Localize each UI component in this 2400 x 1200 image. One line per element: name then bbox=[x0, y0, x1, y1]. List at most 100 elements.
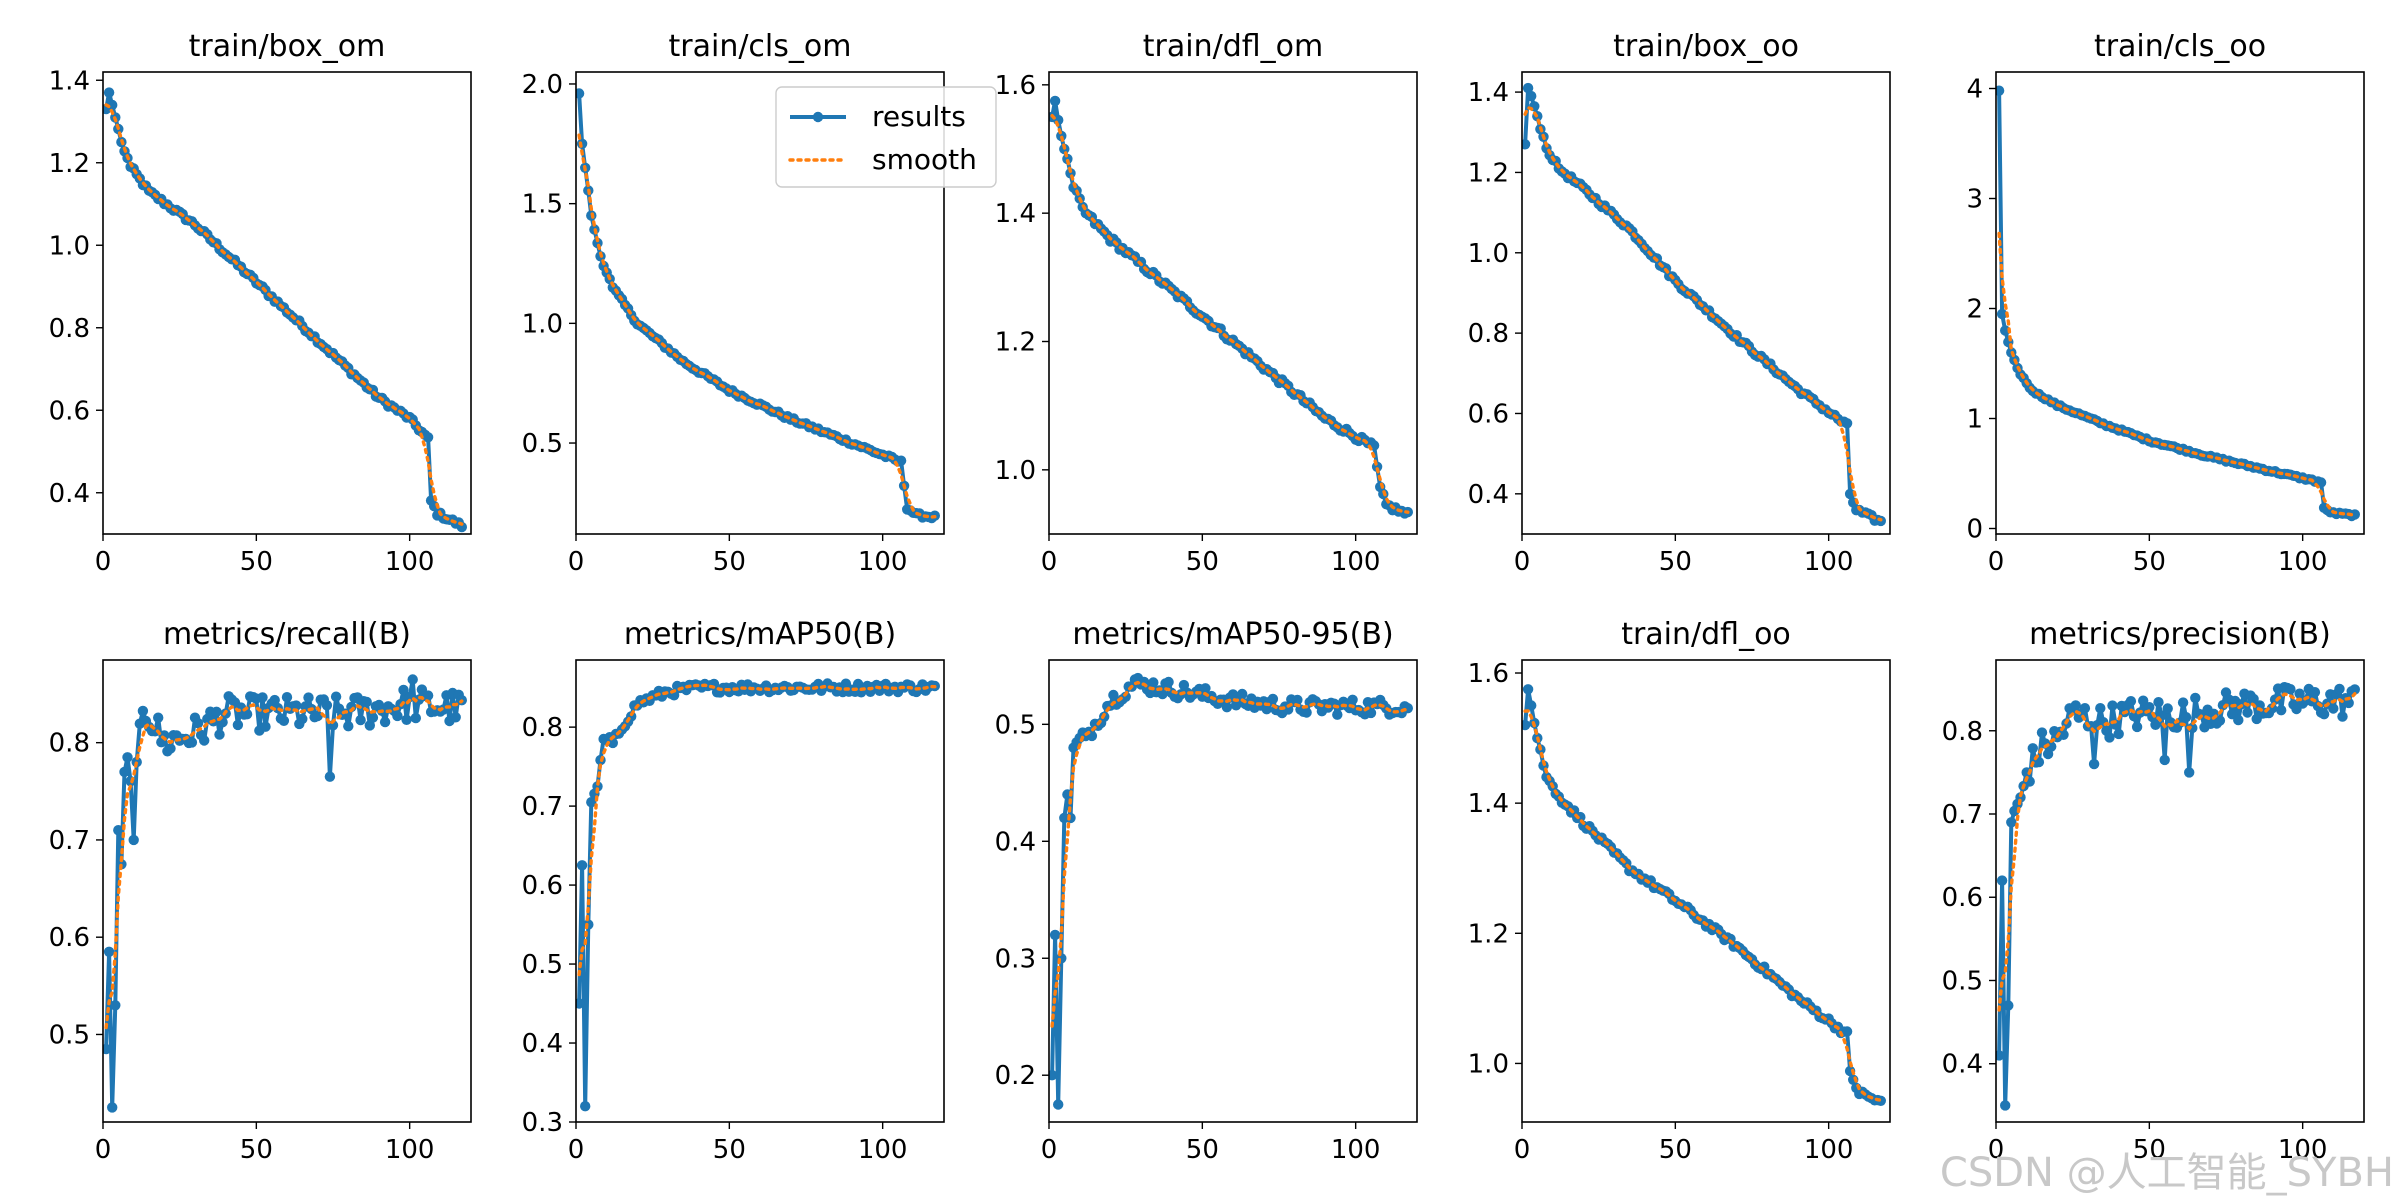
results-point bbox=[278, 715, 290, 726]
results-point bbox=[355, 714, 366, 726]
x-tick-label: 0 bbox=[1988, 547, 2005, 577]
results-point bbox=[2144, 702, 2155, 713]
chart-title: metrics/precision(B) bbox=[2029, 617, 2331, 652]
chart-panel: train/dfl_oo 0 50 100 1.0 1.2 1.4 1.6 bbox=[1468, 617, 1891, 1165]
results-line bbox=[1050, 676, 1409, 1107]
y-tick-label: 1.6 bbox=[995, 71, 1036, 101]
results-point bbox=[2309, 687, 2321, 698]
results-point bbox=[1237, 688, 1248, 700]
results-point bbox=[2328, 703, 2339, 714]
results-point bbox=[2070, 700, 2081, 711]
y-tick-label: 0.6 bbox=[1468, 399, 1509, 429]
x-tick-label: 50 bbox=[1659, 547, 1692, 577]
results-point bbox=[422, 432, 434, 443]
x-tick-label: 100 bbox=[1331, 1135, 1381, 1165]
axes-frame bbox=[102, 659, 472, 1123]
results-point bbox=[1522, 719, 1531, 731]
results-point bbox=[2058, 729, 2069, 740]
plot-area bbox=[1049, 95, 1414, 519]
plot-area bbox=[103, 87, 467, 533]
results-point bbox=[1575, 811, 1586, 823]
smooth-line bbox=[1997, 692, 2357, 1012]
y-tick-label: 0.6 bbox=[49, 923, 90, 953]
results-point bbox=[321, 700, 333, 711]
x-tick-label: 100 bbox=[2278, 547, 2328, 577]
results-line bbox=[1050, 98, 1409, 516]
x-tick-label: 0 bbox=[1514, 1135, 1531, 1165]
chart-panel: train/box_om 0 50 100 0.4 0.6 0.8 1.0 1.2 1.4 bbox=[49, 29, 472, 577]
results-point bbox=[1841, 418, 1853, 429]
results-point bbox=[103, 946, 115, 957]
axes-frame bbox=[1521, 71, 1891, 535]
results-point bbox=[2190, 692, 2201, 704]
x-tick-label: 100 bbox=[858, 1135, 908, 1165]
results-point bbox=[2180, 712, 2192, 723]
results-point bbox=[576, 860, 588, 871]
results-point bbox=[269, 694, 280, 706]
results-point bbox=[401, 714, 412, 725]
chart-panel: train/dfl_om 0 50 100 1.0 1.2 1.4 1.6 bbox=[995, 29, 1418, 577]
results-point bbox=[2027, 743, 2039, 754]
chart-title: train/cls_om bbox=[669, 29, 852, 64]
results-point bbox=[592, 781, 603, 792]
legend-results-label: results bbox=[872, 100, 966, 133]
results-point bbox=[2177, 697, 2189, 708]
smooth-line bbox=[1523, 105, 1883, 522]
plot-area bbox=[1996, 682, 2360, 1111]
y-tick-label: 0.4 bbox=[49, 479, 90, 509]
y-tick-label: 0.3 bbox=[522, 1108, 563, 1138]
axes-frame bbox=[575, 71, 945, 535]
smooth-line bbox=[104, 103, 464, 526]
results-point bbox=[2248, 693, 2259, 705]
y-tick-label: 0.8 bbox=[49, 729, 90, 759]
y-tick-label: 0.4 bbox=[1942, 1050, 1983, 1080]
y-tick-label: 1.5 bbox=[522, 190, 563, 220]
smooth-line bbox=[1050, 113, 1410, 514]
results-point bbox=[2003, 1000, 2014, 1011]
results-point bbox=[2294, 688, 2305, 699]
results-point bbox=[2242, 707, 2253, 718]
results-point bbox=[1332, 709, 1343, 720]
y-tick-label: 0.6 bbox=[522, 871, 563, 901]
y-tick-label: 0.5 bbox=[995, 710, 1036, 740]
y-tick-label: 0.2 bbox=[995, 1061, 1036, 1091]
axes-frame bbox=[1048, 659, 1418, 1123]
results-point bbox=[1522, 82, 1534, 94]
x-tick-label: 50 bbox=[1659, 1135, 1692, 1165]
x-tick-label: 50 bbox=[713, 1135, 746, 1165]
x-tick-label: 50 bbox=[2133, 1135, 2166, 1165]
y-tick-label: 0.3 bbox=[995, 944, 1036, 974]
results-point bbox=[2349, 509, 2360, 520]
x-tick-label: 50 bbox=[1186, 1135, 1219, 1165]
results-point bbox=[2138, 695, 2149, 706]
results-line bbox=[1523, 687, 1882, 1103]
results-point bbox=[1049, 95, 1061, 107]
x-tick-label: 0 bbox=[1988, 1135, 2005, 1165]
smooth-line bbox=[577, 133, 937, 519]
x-tick-label: 50 bbox=[240, 1135, 273, 1165]
results-point bbox=[1120, 691, 1131, 702]
x-tick-label: 50 bbox=[2133, 547, 2166, 577]
results-point bbox=[1292, 694, 1303, 706]
plot-area bbox=[576, 88, 940, 524]
y-tick-label: 0.8 bbox=[1468, 319, 1509, 349]
results-point bbox=[2349, 684, 2360, 695]
y-tick-label: 1.2 bbox=[1468, 158, 1509, 188]
y-tick-label: 0.6 bbox=[1942, 883, 1983, 913]
y-tick-label: 0 bbox=[1966, 515, 1983, 545]
results-point bbox=[1522, 684, 1534, 695]
results-point bbox=[450, 712, 461, 723]
axes-frame bbox=[1995, 71, 2365, 535]
results-point bbox=[2125, 696, 2137, 707]
chart-title: train/dfl_oo bbox=[1621, 617, 1791, 652]
y-tick-label: 1.2 bbox=[49, 149, 90, 179]
y-tick-label: 1.4 bbox=[1468, 78, 1509, 108]
results-point bbox=[1996, 308, 2008, 320]
results-point bbox=[2184, 767, 2195, 778]
y-tick-label: 1.4 bbox=[49, 66, 90, 96]
results-point bbox=[2318, 709, 2330, 720]
results-point bbox=[1163, 676, 1174, 688]
plot-area bbox=[1049, 672, 1414, 1110]
y-tick-label: 0.4 bbox=[522, 1029, 563, 1059]
